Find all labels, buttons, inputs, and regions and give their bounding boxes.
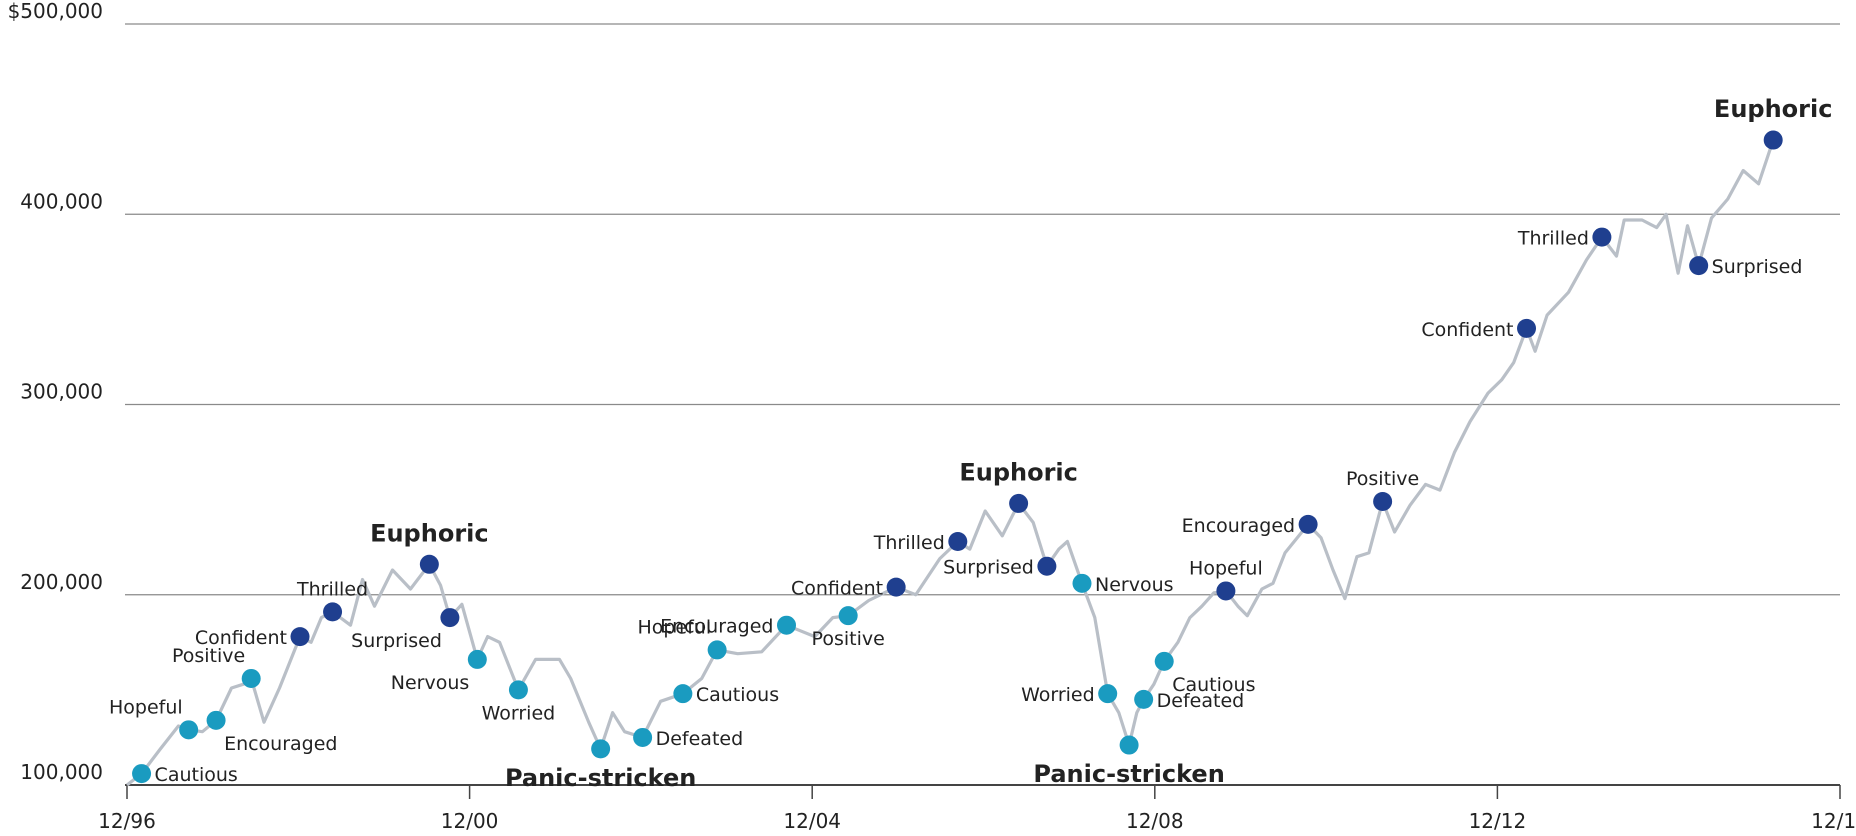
emotion-label: Nervous bbox=[391, 672, 470, 694]
emotion-point bbox=[467, 649, 487, 669]
emotion-label: Thrilled bbox=[296, 578, 368, 600]
x-tick-label: 12/16 bbox=[1811, 809, 1856, 833]
emotion-label: Confident bbox=[1421, 319, 1513, 341]
x-tick-label: 12/96 bbox=[98, 809, 156, 833]
emotion-point bbox=[1009, 493, 1029, 513]
emotion-label: Cautious bbox=[1172, 674, 1255, 696]
x-tick-label: 12/04 bbox=[783, 809, 841, 833]
emotion-point bbox=[440, 608, 460, 628]
emotion-point bbox=[1154, 651, 1174, 671]
x-tick-label: 12/08 bbox=[1126, 809, 1184, 833]
emotion-label: Defeated bbox=[1157, 690, 1245, 712]
y-tick-label: 200,000 bbox=[20, 570, 103, 594]
emotion-point bbox=[1134, 689, 1154, 709]
emotion-point bbox=[886, 577, 906, 597]
emotion-point bbox=[508, 680, 528, 700]
emotion-point bbox=[1373, 492, 1393, 512]
emotion-label: Positive bbox=[1346, 468, 1419, 490]
emotion-point bbox=[419, 554, 439, 574]
emotion-label: Confident bbox=[195, 627, 287, 649]
emotion-point bbox=[1592, 227, 1612, 247]
emotion-point bbox=[206, 710, 226, 730]
emotion-label: Panic-stricken bbox=[1033, 760, 1224, 788]
emotion-point bbox=[132, 764, 152, 784]
emotion-point bbox=[1119, 735, 1139, 755]
x-tick-label: 12/00 bbox=[441, 809, 499, 833]
emotion-point bbox=[1037, 556, 1057, 576]
emotion-point bbox=[1098, 684, 1118, 704]
emotion-label: Confident bbox=[791, 578, 883, 600]
emotion-point bbox=[1298, 514, 1318, 534]
emotion-label: Positive bbox=[172, 645, 245, 667]
x-tick-label: 12/12 bbox=[1469, 809, 1527, 833]
y-tick-label: $500,000 bbox=[8, 0, 103, 23]
emotion-point bbox=[1763, 130, 1783, 150]
emotion-label: Hopeful bbox=[637, 616, 711, 638]
emotion-point bbox=[633, 727, 653, 747]
emotion-label: Euphoric bbox=[1714, 95, 1833, 123]
emotion-point bbox=[591, 739, 611, 759]
emotion-point bbox=[323, 602, 343, 622]
y-tick-label: 100,000 bbox=[20, 760, 103, 784]
emotion-point bbox=[777, 615, 797, 635]
emotion-label: Worried bbox=[1021, 684, 1095, 706]
emotion-label: Encouraged bbox=[224, 733, 337, 755]
emotion-point bbox=[241, 668, 261, 688]
emotion-label: Hopeful bbox=[109, 696, 183, 718]
emotion-point bbox=[948, 531, 968, 551]
emotion-point bbox=[1216, 581, 1236, 601]
emotion-label: Encouraged bbox=[660, 616, 773, 638]
emotion-label: Defeated bbox=[656, 728, 744, 750]
emotion-label: Cautious bbox=[155, 764, 238, 786]
y-tick-label: 400,000 bbox=[20, 189, 103, 213]
emotion-label: Euphoric bbox=[959, 458, 1078, 486]
y-tick-label: 300,000 bbox=[20, 380, 103, 404]
emotion-label: Encouraged bbox=[1182, 515, 1295, 537]
emotion-point bbox=[1517, 318, 1537, 338]
emotion-label: Euphoric bbox=[370, 519, 489, 547]
emotion-label: Panic-stricken bbox=[505, 764, 696, 792]
emotion-label: Worried bbox=[482, 702, 556, 724]
emotion-label: Nervous bbox=[1095, 574, 1174, 596]
emotion-label: Surprised bbox=[351, 630, 442, 652]
emotion-point bbox=[1689, 256, 1709, 276]
emotion-label: Cautious bbox=[696, 684, 779, 706]
emotion-label: Positive bbox=[812, 628, 885, 650]
emotion-point bbox=[673, 684, 693, 704]
emotion-point bbox=[179, 720, 199, 740]
emotion-point bbox=[707, 640, 727, 660]
emotion-label: Surprised bbox=[943, 557, 1034, 579]
emotion-point bbox=[290, 627, 310, 647]
emotion-label: Thrilled bbox=[1517, 228, 1589, 250]
emotion-label: Hopeful bbox=[1189, 557, 1263, 579]
emotion-point bbox=[1072, 573, 1092, 593]
emotion-label: Surprised bbox=[1712, 256, 1803, 278]
emotion-label: Thrilled bbox=[873, 532, 945, 554]
line bbox=[126, 139, 1775, 787]
emotion-point bbox=[838, 606, 858, 626]
